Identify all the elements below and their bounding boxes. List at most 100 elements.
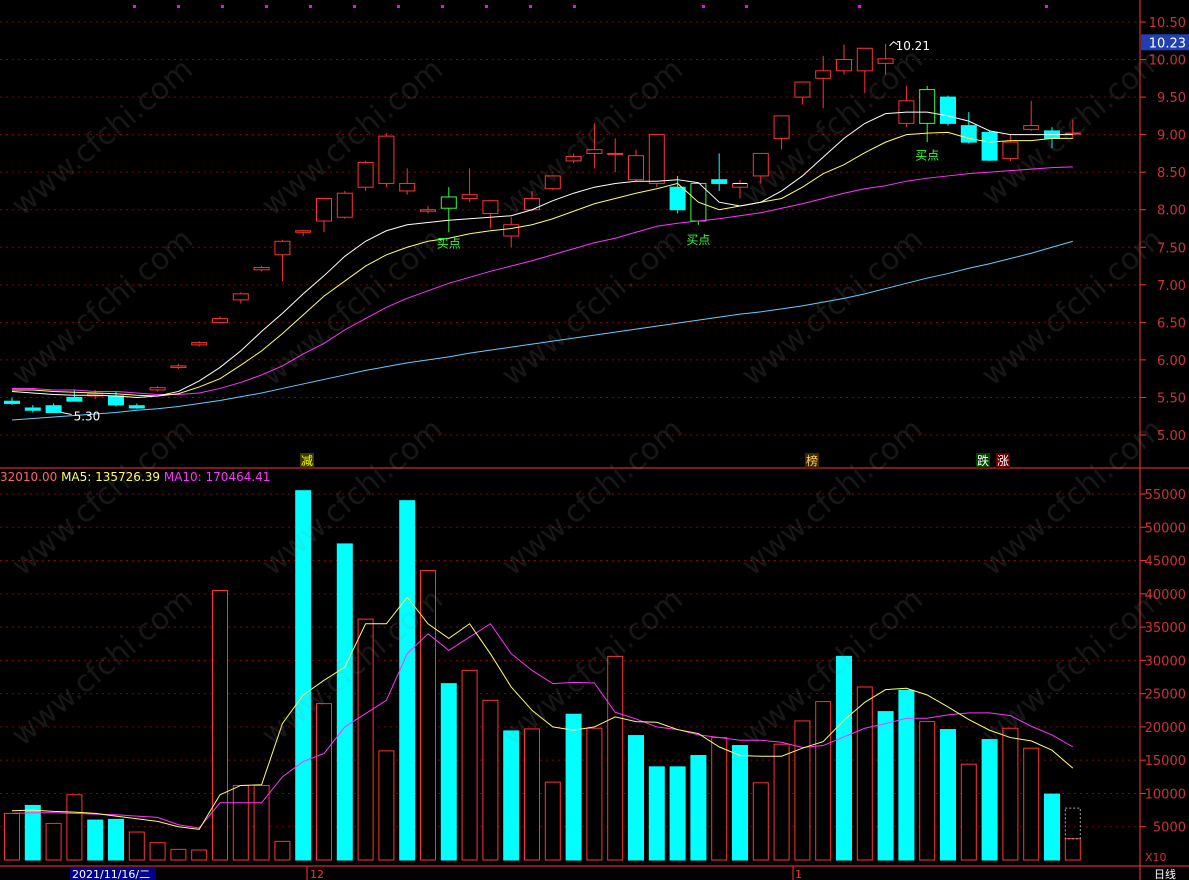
candle [274,239,291,282]
candle-body [877,58,894,64]
volume-legend-value: 32010.00 [0,470,61,484]
candle-body [919,89,936,124]
top-marker-dot [397,5,400,8]
volume-bars[interactable] [4,490,1081,861]
current-price-box [1141,34,1189,51]
candle-body [191,342,208,346]
candle-body [378,135,395,184]
volume-bar [960,763,977,861]
candle-body [773,115,790,139]
candle-body [960,125,977,143]
candle-body [732,182,748,188]
volume-bar [66,794,83,861]
candle-body [170,365,187,368]
candle [170,363,187,369]
volume-bar [856,686,873,861]
price-tick-label: 5.50 [1157,391,1186,406]
volume-bar [773,743,790,861]
volume-bar [586,727,603,861]
volume-bar [836,655,852,861]
volume-bar [336,543,353,861]
volume-bar [482,699,499,861]
volume-legend: 32010.00 MA5: 135726.39 MA10: 170464.41 [0,470,270,484]
top-marker-dot [133,5,136,8]
volume-bar [378,750,395,861]
signal-badge-bg [805,453,819,468]
volume-bar [191,849,208,861]
volume-bar [149,842,166,861]
moving-average-lines [11,111,1073,421]
volume-bar [24,804,41,861]
candle-body [544,175,561,190]
candle-body [836,59,852,72]
candle-body [524,197,540,211]
candle-body [940,96,956,124]
volume-bar [1064,838,1081,861]
volume-bar [420,570,436,861]
candle [669,175,686,214]
candle-body [316,197,332,222]
top-marker-dot [265,5,268,8]
candle-body [981,131,998,161]
volume-bar [108,818,124,861]
candle [191,341,208,347]
candle-body [1002,141,1019,160]
candle [420,205,436,214]
candle [440,187,457,233]
month-label: 1 [795,868,802,880]
volume-bar [981,739,998,861]
top-marker-dot [529,5,532,8]
candle [773,115,790,150]
volume-ma-lines [11,596,1074,830]
volume-bar [1002,727,1019,861]
signal-badge-label: 榜 [806,453,818,468]
volume-bar [919,721,936,861]
candle [149,386,166,392]
candle-body [565,155,582,162]
candle [24,404,41,413]
candle [461,168,478,203]
price-tick-label: 6.00 [1157,354,1186,369]
top-marker-dot [221,5,224,8]
volume-bar [440,683,457,861]
signal-badge-label: 涨 [997,453,1009,468]
volume-ma10-line [11,623,1074,829]
volume-bar [87,819,104,861]
candle [4,397,20,405]
buy-signal-label: 买点 [437,237,461,251]
candle-body [336,192,353,218]
signal-badge-label: 跌 [977,453,989,468]
buy-signal-label: 买点 [686,233,710,247]
volume-bar [898,689,915,861]
price-axis: 10.50 10.00 9.50 9.00 8.50 8.00 7.50 7.00 6.50 6.… [1140,16,1189,444]
candle [732,179,748,199]
candle [524,190,540,212]
candle-body [752,152,769,177]
top-marker-dot [702,5,705,8]
candlestick-series[interactable] [4,43,1081,413]
low-label: 5.30 [74,409,101,423]
candle [877,43,894,75]
signal-badge-bg [976,453,990,468]
ma-line-yellow [12,131,1073,397]
candle-body [856,47,873,72]
volume-bar [524,728,540,861]
volume-bar [940,729,956,861]
volume-tick-label: 15000 [1145,754,1186,769]
month-label: 12 [310,868,324,880]
candle-body [440,196,457,209]
candle [628,149,644,182]
candle [815,55,832,109]
candle [565,153,582,164]
candle [586,123,603,169]
candle-body [607,152,624,155]
high-label: 10.21 [896,39,930,53]
candle [357,160,374,191]
volume-tick-label: 50000 [1145,521,1186,536]
volume-bar [1023,747,1040,861]
ma-line-white [11,111,1073,398]
volume-bar [752,782,769,861]
candle-body [253,267,270,271]
volume-tick-label: 10000 [1145,787,1186,802]
candle-body [1023,125,1040,130]
